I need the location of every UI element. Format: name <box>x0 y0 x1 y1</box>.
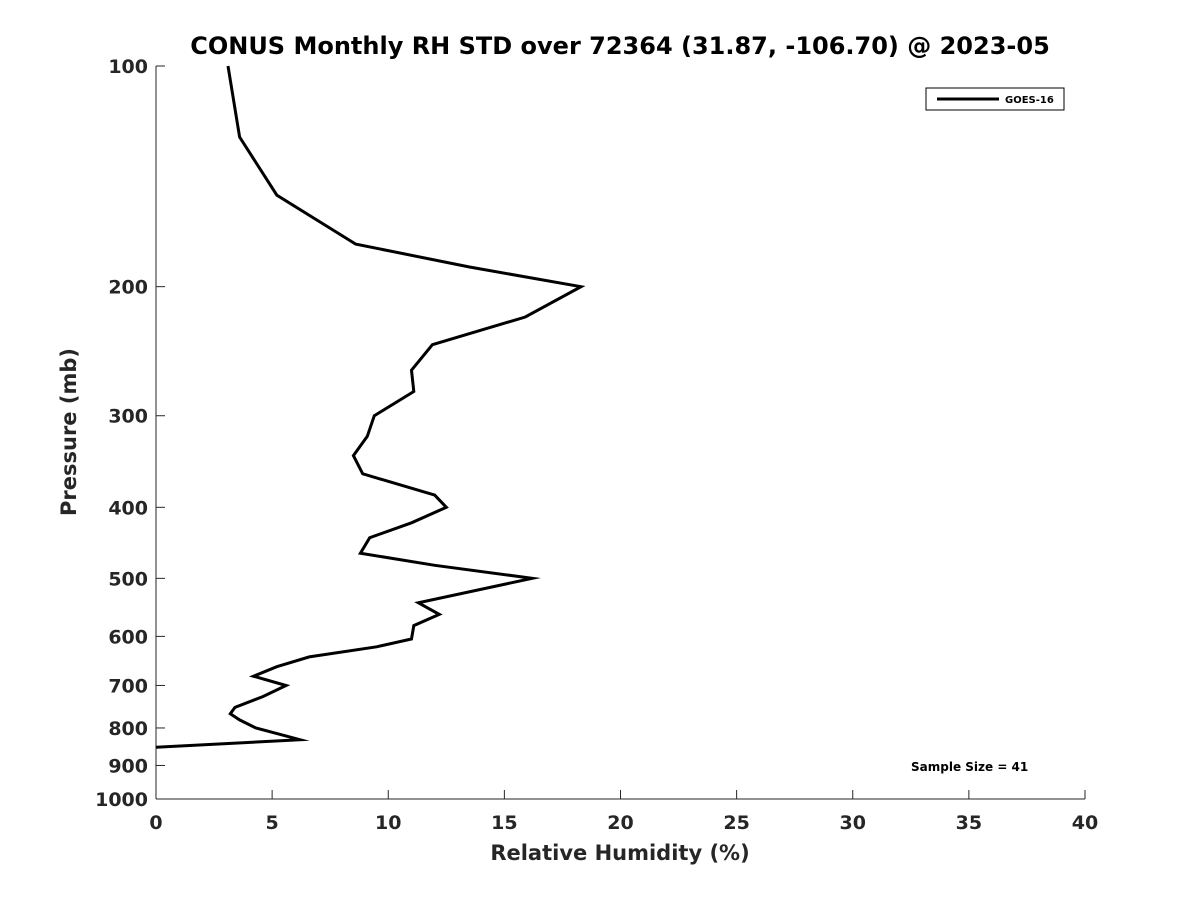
x-tick-label: 20 <box>607 812 633 834</box>
x-tick-label: 10 <box>375 812 401 834</box>
series-layer <box>155 65 586 749</box>
y-tick-label: 500 <box>108 568 148 590</box>
x-tick-label: 40 <box>1072 812 1098 834</box>
chart-title: CONUS Monthly RH STD over 72364 (31.87, … <box>190 32 1050 60</box>
x-tick-label: 30 <box>840 812 866 834</box>
x-axis-label: Relative Humidity (%) <box>490 841 749 865</box>
y-tick-label: 1000 <box>95 789 148 811</box>
x-tick-label: 15 <box>491 812 517 834</box>
y-axis-label: Pressure (mb) <box>57 348 81 516</box>
sample-size-annotation: Sample Size = 41 <box>911 760 1028 774</box>
y-tick-label: 600 <box>108 626 148 648</box>
x-tick-label: 5 <box>266 812 279 834</box>
y-tick-label: 900 <box>108 755 148 777</box>
plot-area <box>156 66 1085 799</box>
y-tick-label: 400 <box>108 497 148 519</box>
y-tick-label: 700 <box>108 675 148 697</box>
legend: GOES-16 <box>925 87 1065 111</box>
tick-labels: 0 5 10 15 20 25 30 35 40 100 200 300 400 500 600 700 800… <box>95 56 1098 834</box>
x-tick-label: 0 <box>149 812 162 834</box>
series-line-goes-16 <box>155 65 586 749</box>
x-tick-label: 25 <box>723 812 749 834</box>
y-tick-label: 100 <box>108 56 148 78</box>
y-tick-label: 800 <box>108 718 148 740</box>
y-tick-label: 300 <box>108 406 148 428</box>
legend-label: GOES-16 <box>1005 95 1054 106</box>
y-tick-label: 200 <box>108 277 148 299</box>
axes <box>155 65 1086 800</box>
x-tick-label: 35 <box>956 812 982 834</box>
